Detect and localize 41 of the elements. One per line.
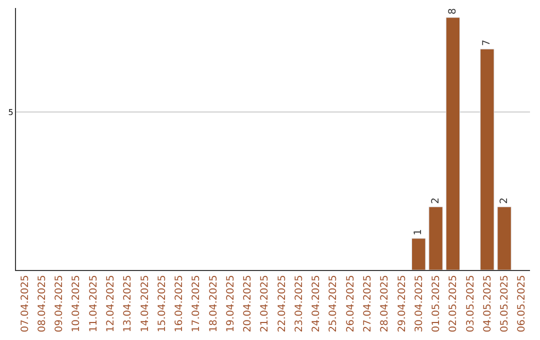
data-label: 1 [413, 229, 424, 236]
x-tick-label: 24.04.2025 [311, 275, 322, 332]
x-tick-label: 01.05.2025 [431, 275, 442, 332]
x-tick-label: 05.05.2025 [500, 275, 511, 332]
bar [446, 17, 460, 270]
x-tick-label: 06.05.2025 [516, 275, 528, 332]
x-tick-label: 09.04.2025 [54, 275, 66, 332]
x-tick-label: 29.04.2025 [396, 275, 408, 332]
x-tick-label: 10.04.2025 [71, 275, 82, 332]
x-tick-label: 04.05.2025 [482, 275, 494, 332]
x-tick-label: 15.04.2025 [156, 275, 168, 332]
bar [412, 238, 426, 270]
data-label: 7 [482, 40, 493, 46]
x-tick-label: 14.04.2025 [140, 275, 151, 332]
x-tick-label: 27.04.2025 [362, 275, 374, 332]
x-tick-label: 23.04.2025 [294, 275, 305, 332]
x-tick-label: 12.04.2025 [105, 275, 116, 332]
x-tick-label: 28.04.2025 [380, 275, 391, 332]
x-tick-label: 21.04.2025 [260, 275, 271, 332]
bar [497, 206, 512, 270]
x-tick-label: 25.04.2025 [328, 275, 340, 332]
x-tick-label: 02.05.2025 [448, 275, 460, 332]
bar [480, 48, 494, 270]
x-tick-label: 16.04.2025 [174, 275, 186, 332]
x-tick-label: 08.04.2025 [36, 275, 48, 332]
x-tick-label: 11.04.2025 [88, 275, 100, 332]
bar [428, 206, 443, 270]
x-tick-label: 20.04.2025 [242, 275, 254, 332]
data-label: 8 [447, 8, 458, 14]
y-tick-label: 5 [8, 108, 14, 117]
x-tick-label: 26.04.2025 [345, 275, 356, 332]
x-tick-label: 19.04.2025 [225, 275, 236, 332]
x-tick-label: 13.04.2025 [122, 275, 134, 332]
x-tick-label: 18.04.2025 [208, 275, 220, 332]
x-tick-label: 22.04.2025 [276, 275, 288, 332]
data-label: 2 [430, 197, 442, 204]
x-tick-label: 07.04.2025 [20, 275, 31, 332]
x-tick-label: 17.04.2025 [191, 275, 202, 332]
x-tick-label: 30.04.2025 [414, 275, 425, 332]
data-label: 2 [498, 197, 510, 204]
x-tick-label: 03.05.2025 [465, 275, 476, 332]
